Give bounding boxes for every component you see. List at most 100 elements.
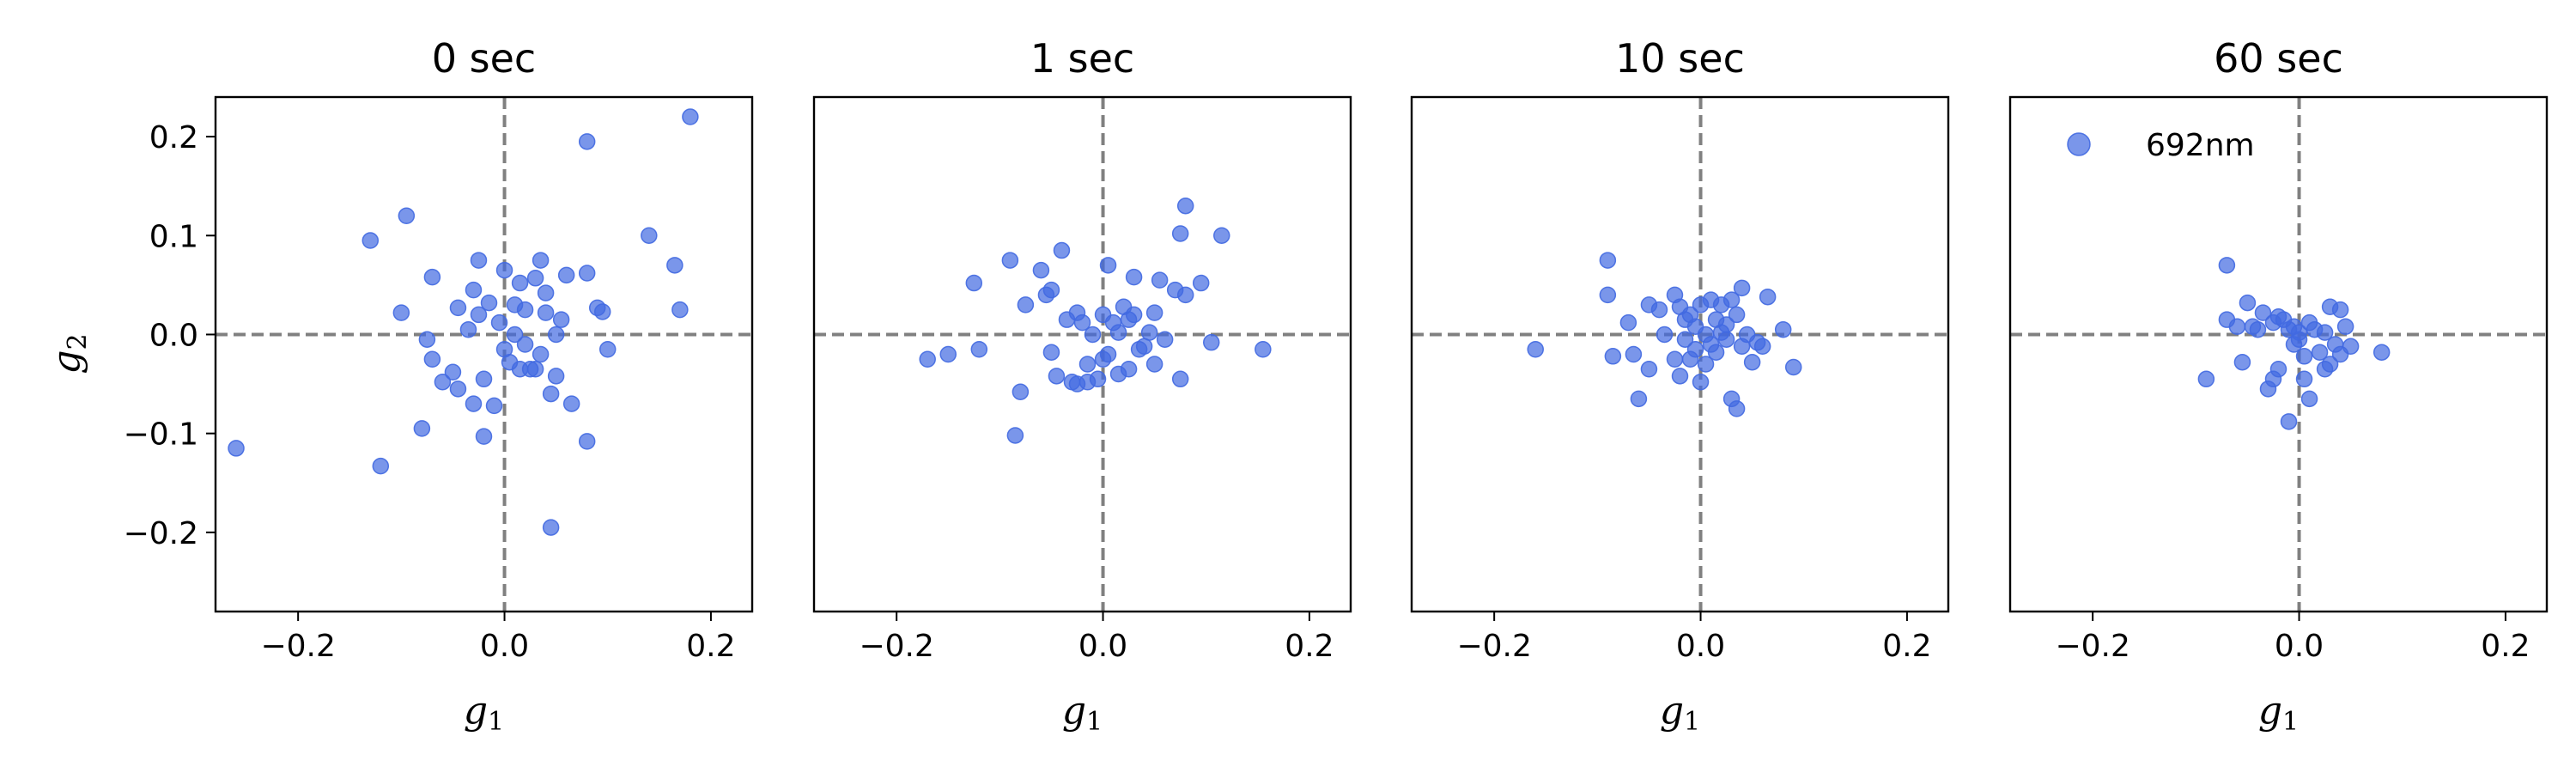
data-point [552, 311, 570, 328]
data-point [485, 397, 503, 415]
data-point [919, 350, 936, 368]
data-point [1722, 291, 1741, 308]
panel-1-sec: 1 sec −0.2 0.0 0.2 g1 [812, 35, 1352, 737]
data-point [480, 294, 498, 312]
data-point [1671, 368, 1689, 385]
x-tick-label: −0.2 [859, 629, 933, 664]
data-point [1599, 252, 1617, 269]
x-tick-label: 0.2 [1285, 629, 1334, 664]
data-point [598, 340, 617, 358]
panel-60-sec: 60 sec 692nm −0.2 0.0 0.2 g1 [2008, 35, 2549, 737]
data-point [1145, 304, 1163, 321]
data-point [578, 133, 596, 150]
data-point [392, 304, 410, 321]
x-tick-label: 0.0 [2275, 629, 2324, 664]
data-point [578, 265, 596, 282]
data-point [2336, 318, 2354, 335]
data-point [2295, 370, 2313, 388]
data-point [641, 227, 658, 245]
data-point [526, 361, 544, 378]
y-tick-label: −0.1 [124, 417, 198, 453]
data-point [2295, 348, 2313, 365]
data-point [1099, 257, 1117, 274]
data-point [1135, 338, 1153, 356]
x-tick-label: −0.2 [2055, 629, 2129, 664]
data-point [1213, 227, 1230, 245]
x-axis-label: g1 [1062, 689, 1103, 737]
data-point [1125, 306, 1143, 324]
axes-frame [214, 95, 754, 613]
data-point [470, 306, 488, 324]
data-point [449, 380, 467, 398]
data-point [1171, 370, 1189, 388]
y-tick-label: 0.0 [149, 318, 198, 353]
data-point [526, 270, 544, 287]
data-point [516, 336, 534, 353]
data-point [1599, 286, 1617, 304]
data-point [2254, 304, 2272, 321]
data-point [970, 340, 988, 358]
legend: 692nm [2067, 128, 2255, 163]
data-point [2331, 301, 2349, 319]
data-point [475, 428, 493, 445]
data-point [1192, 274, 1210, 292]
legend-label: 692nm [2146, 128, 2255, 163]
data-point [1728, 400, 1746, 417]
data-point [1084, 326, 1102, 344]
data-point [1099, 345, 1117, 363]
data-point [2233, 353, 2251, 371]
data-point [562, 395, 580, 412]
data-point [449, 299, 467, 317]
data-point [1717, 331, 1735, 348]
data-point [1042, 344, 1060, 361]
data-point [1619, 313, 1637, 332]
data-point [398, 207, 416, 224]
axes-frame [812, 95, 1352, 613]
data-point [1743, 353, 1761, 371]
data-point [1656, 326, 1674, 344]
data-point [372, 457, 390, 475]
data-point [1042, 281, 1060, 299]
data-point [1676, 331, 1694, 348]
data-point [1156, 331, 1174, 348]
panel-title: 60 sec [2214, 35, 2343, 82]
x-tick-label: 0.0 [1078, 629, 1127, 664]
data-point [1692, 374, 1710, 391]
panel-title: 10 sec [1615, 35, 1745, 82]
data-point [434, 374, 452, 391]
data-point [1109, 324, 1127, 341]
x-tick-label: 0.2 [1882, 629, 1931, 664]
data-point [2280, 413, 2298, 430]
data-point [1255, 340, 1272, 358]
data-point [1176, 286, 1194, 304]
data-point [1073, 313, 1091, 332]
data-point [2342, 338, 2360, 356]
data-point [1089, 370, 1107, 388]
data-point [2197, 370, 2215, 388]
data-point [671, 301, 689, 319]
data-point [506, 326, 524, 344]
data-point [1697, 356, 1715, 373]
data-point [1125, 268, 1143, 286]
data-point [418, 331, 436, 348]
data-point [1006, 427, 1024, 444]
data-point [1140, 324, 1158, 341]
data-point [1717, 316, 1735, 333]
data-point [547, 368, 565, 385]
data-point [1784, 358, 1802, 376]
y-tick-label: 0.1 [149, 219, 198, 254]
data-point [1171, 225, 1189, 242]
data-point [1001, 252, 1019, 269]
data-point [939, 345, 957, 363]
y-tick-label: −0.2 [124, 516, 198, 551]
data-point [1604, 348, 1622, 365]
data-point [1032, 261, 1050, 279]
data-point [1048, 368, 1066, 385]
data-point [547, 326, 565, 344]
y-tick-label: 0.2 [149, 120, 198, 155]
data-point [1640, 361, 1658, 378]
data-point [1527, 340, 1544, 358]
data-point [578, 433, 596, 450]
y-axis-label: g2 [45, 333, 93, 374]
